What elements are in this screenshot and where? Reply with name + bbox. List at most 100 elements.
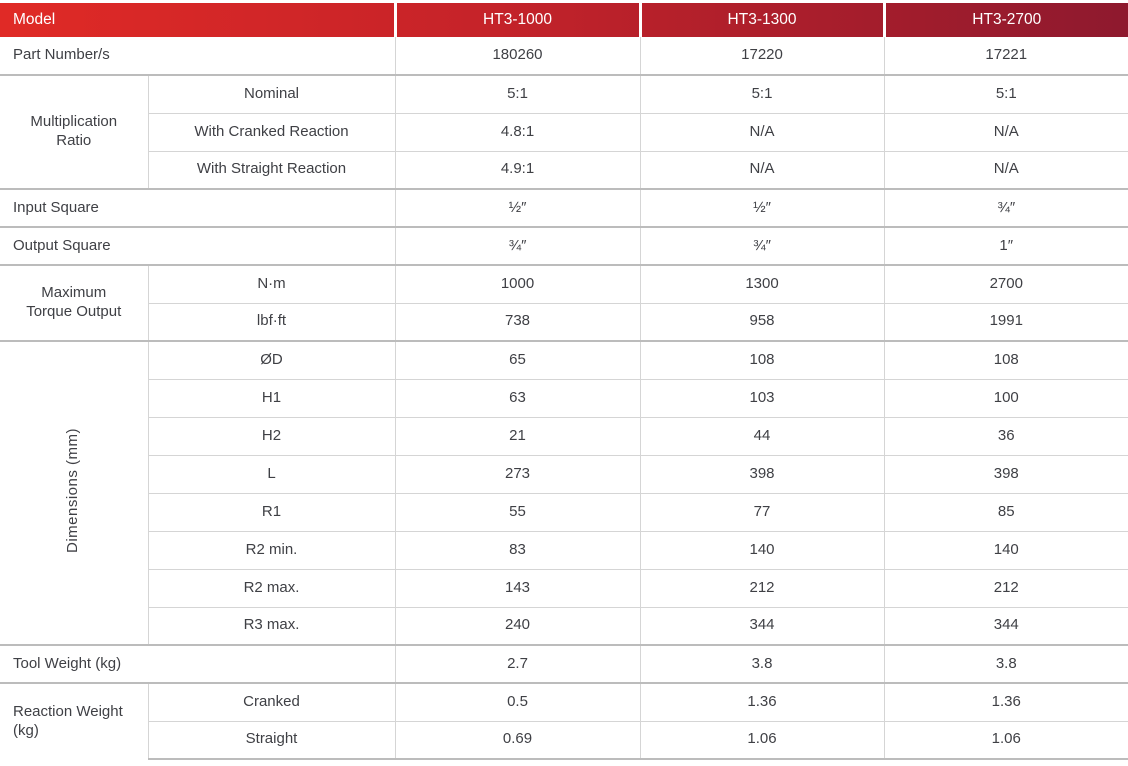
table-row-dim-r2min: R2 min. 83 140 140 xyxy=(0,530,1128,569)
cell-value: N/A xyxy=(639,150,884,189)
group-label-text: Maximum Torque Output xyxy=(26,284,122,320)
table-row-torque-nm: Maximum Torque Output N·m 1000 1300 2700 xyxy=(0,264,1128,341)
table-row-dim-r1: R1 55 77 85 xyxy=(0,492,1128,531)
cell-value: 240 xyxy=(394,606,640,645)
table-row-dim-h2: H2 21 44 36 xyxy=(0,416,1128,455)
sub-label-cranked-reaction: With Cranked Reaction xyxy=(148,112,395,151)
cell-value: 3.8 xyxy=(639,644,884,683)
sub-label-straight-reaction: With Straight Reaction xyxy=(148,150,395,189)
cell-value: 1991 xyxy=(883,302,1128,341)
cell-value: 1300 xyxy=(639,264,884,303)
row-label-output-square: Output Square xyxy=(0,226,395,265)
cell-value: 108 xyxy=(639,340,884,379)
cell-value: 1″ xyxy=(883,226,1128,265)
sub-label-nominal: Nominal xyxy=(148,74,395,113)
group-label-multiplication-ratio: Multiplication Ratio xyxy=(0,74,149,189)
cell-value: 1.36 xyxy=(639,682,884,721)
cell-value: 36 xyxy=(883,416,1128,455)
sub-label-r2-min: R2 min. xyxy=(148,530,395,569)
table-row-dim-h1: H1 63 103 100 xyxy=(0,378,1128,417)
specification-table: Model HT3-1000 HT3-1300 HT3-2700 Part Nu… xyxy=(0,3,1128,760)
cell-value: 143 xyxy=(394,568,640,607)
cell-value: 0.5 xyxy=(394,682,640,721)
table-row-ratio-cranked: With Cranked Reaction 4.8:1 N/A N/A xyxy=(0,112,1128,151)
cell-value: 958 xyxy=(639,302,884,341)
cell-value: 212 xyxy=(639,568,884,607)
cell-value: 398 xyxy=(639,454,884,493)
sub-label-r2-max: R2 max. xyxy=(148,568,395,607)
column-header-ht3-1300: HT3-1300 xyxy=(638,3,884,37)
cell-value: 0.69 xyxy=(394,720,640,760)
cell-value: 1.06 xyxy=(639,720,884,760)
cell-value: 5:1 xyxy=(883,74,1128,113)
cell-value: N/A xyxy=(883,150,1128,189)
sub-label-l: L xyxy=(148,454,395,493)
cell-value: 344 xyxy=(639,606,884,645)
row-label-input-square: Input Square xyxy=(0,188,395,227)
cell-value: 83 xyxy=(394,530,640,569)
cell-value: ¾″ xyxy=(394,226,640,265)
cell-value: 100 xyxy=(883,378,1128,417)
table-row-dim-r2max: R2 max. 143 212 212 xyxy=(0,568,1128,607)
cell-value: N/A xyxy=(639,112,884,151)
table-row-dim-r3max: R3 max. 240 344 344 xyxy=(0,606,1128,645)
table-row-ratio-straight: With Straight Reaction 4.9:1 N/A N/A xyxy=(0,150,1128,189)
cell-value: ½″ xyxy=(394,188,640,227)
cell-value: 180260 xyxy=(394,37,640,75)
cell-value: 21 xyxy=(394,416,640,455)
cell-value: 4.8:1 xyxy=(394,112,640,151)
group-label-text: Multiplication Ratio xyxy=(30,113,118,149)
group-label-text: Reaction Weight (kg) xyxy=(13,702,123,739)
group-label-dimensions: Dimensions (mm) xyxy=(0,340,149,645)
cell-value: 212 xyxy=(883,568,1128,607)
cell-value: 398 xyxy=(883,454,1128,493)
cell-value: 4.9:1 xyxy=(394,150,640,189)
cell-value: 1.06 xyxy=(883,720,1128,760)
sub-label-lbfft: lbf·ft xyxy=(148,302,395,341)
row-label-part-number: Part Number/s xyxy=(13,46,110,64)
sub-label-h2: H2 xyxy=(148,416,395,455)
table-row-reaction-straight: Straight 0.69 1.06 1.06 xyxy=(0,720,1128,760)
cell-value: 140 xyxy=(639,530,884,569)
table-row-tool-weight: Tool Weight (kg) 2.7 3.8 3.8 xyxy=(0,644,1128,683)
cell-value: 65 xyxy=(394,340,640,379)
cell-value: 1.36 xyxy=(883,682,1128,721)
sub-label-cranked: Cranked xyxy=(148,682,395,721)
sub-label-od: ØD xyxy=(148,340,395,379)
cell-value: 738 xyxy=(394,302,640,341)
cell-value: 17221 xyxy=(883,37,1128,75)
table-row-output-square: Output Square ¾″ ¾″ 1″ xyxy=(0,226,1128,265)
group-label-reaction-weight: Reaction Weight (kg) xyxy=(0,682,149,759)
cell-value: ¾″ xyxy=(883,188,1128,227)
model-header-cell: Model xyxy=(13,11,56,28)
cell-value: 17220 xyxy=(639,37,884,75)
sub-label-r3-max: R3 max. xyxy=(148,606,395,645)
cell-value: 85 xyxy=(883,492,1128,531)
table-row-reaction-cranked: Reaction Weight (kg) Cranked 0.5 1.36 1.… xyxy=(0,682,1128,759)
cell-value: 2700 xyxy=(883,264,1128,303)
table-row-dim-l: L 273 398 398 xyxy=(0,454,1128,493)
sub-label-r1: R1 xyxy=(148,492,395,531)
cell-value: 55 xyxy=(394,492,640,531)
table-row-torque-lbfft: lbf·ft 738 958 1991 xyxy=(0,302,1128,341)
cell-value: 103 xyxy=(639,378,884,417)
table-row-input-square: Input Square ½″ ½″ ¾″ xyxy=(0,188,1128,227)
table-row-dim-od: Dimensions (mm) ØD 65 108 108 xyxy=(0,340,1128,645)
cell-value: 77 xyxy=(639,492,884,531)
cell-value: 344 xyxy=(883,606,1128,645)
cell-value: 1000 xyxy=(394,264,640,303)
table-header: Model HT3-1000 HT3-1300 HT3-2700 xyxy=(0,3,1128,37)
cell-value: ¾″ xyxy=(639,226,884,265)
sub-label-h1: H1 xyxy=(148,378,395,417)
row-label-tool-weight: Tool Weight (kg) xyxy=(0,644,395,683)
group-label-text-rotated: Dimensions (mm) xyxy=(64,427,82,553)
header-row: Model HT3-1000 HT3-1300 HT3-2700 xyxy=(0,3,1128,37)
column-header-ht3-2700: HT3-2700 xyxy=(882,3,1128,37)
group-label-max-torque: Maximum Torque Output xyxy=(0,264,149,341)
cell-value: ½″ xyxy=(639,188,884,227)
cell-value: N/A xyxy=(883,112,1128,151)
cell-value: 2.7 xyxy=(394,644,640,683)
sub-label-straight: Straight xyxy=(148,720,395,760)
cell-value: 3.8 xyxy=(883,644,1128,683)
